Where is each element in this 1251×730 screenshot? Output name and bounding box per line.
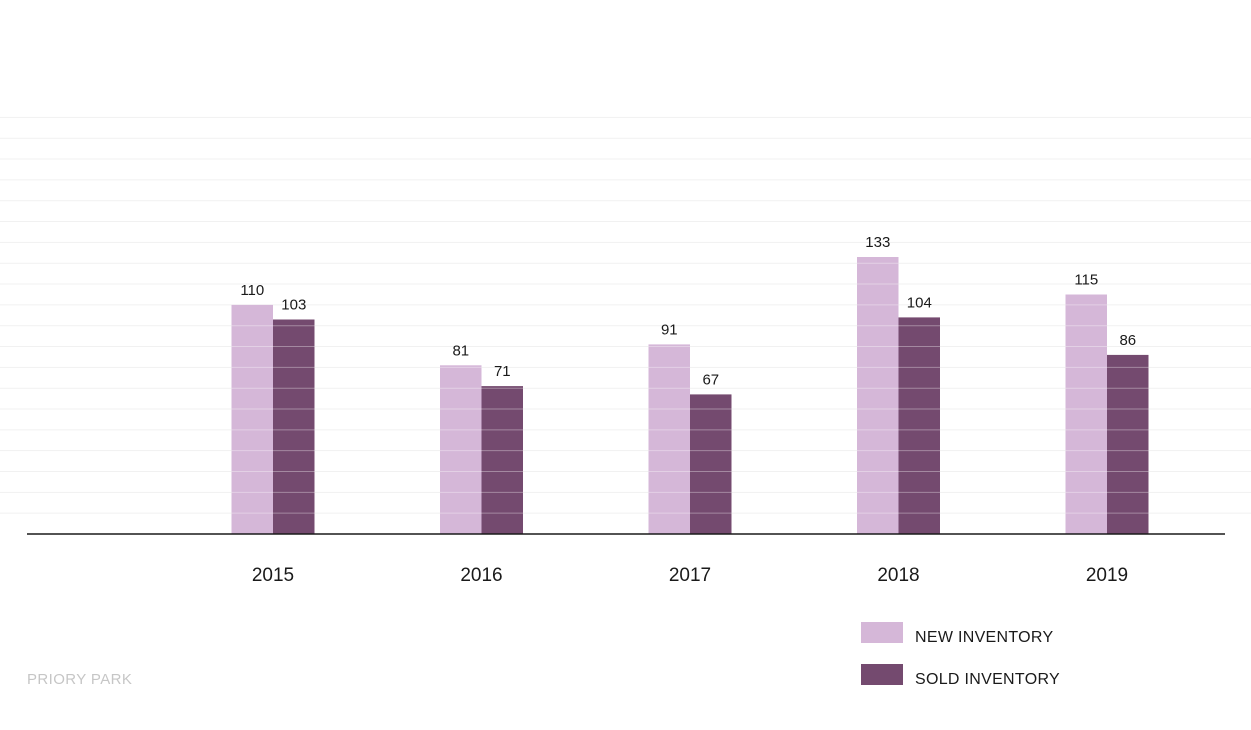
bar-sold-inventory-2018 [898,317,940,534]
bar-new-inventory-2018 [857,257,899,534]
x-tick-label-2016: 2016 [460,565,502,586]
bar-sold-inventory-2016 [481,386,523,534]
legend: NEW INVENTORY SOLD INVENTORY [861,622,1060,688]
data-label-new-inventory-2019: 115 [1074,272,1098,289]
x-tick-label-2019: 2019 [1086,565,1128,586]
bar-new-inventory-2016 [440,365,482,534]
legend-swatch-sold-inventory [861,664,903,685]
bars [231,257,1149,534]
data-label-new-inventory-2017: 91 [661,321,678,338]
legend-label-new-inventory: NEW INVENTORY [915,629,1053,646]
x-tick-label-2018: 2018 [877,565,919,586]
data-label-sold-inventory-2016: 71 [494,363,511,380]
footer-brand-label: PRIORY PARK [27,671,132,688]
bar-sold-inventory-2015 [273,319,315,534]
data-label-sold-inventory-2017: 67 [702,371,719,388]
data-label-sold-inventory-2018: 104 [907,294,932,311]
data-label-sold-inventory-2019: 86 [1119,332,1136,349]
data-label-new-inventory-2018: 133 [865,234,890,251]
bar-sold-inventory-2019 [1107,354,1149,534]
data-label-new-inventory-2015: 110 [240,282,264,299]
data-labels: 110 103 81 71 91 67 133 104 115 86 [240,234,1136,388]
bar-new-inventory-2015 [231,304,273,534]
bar-new-inventory-2019 [1065,294,1107,534]
legend-label-sold-inventory: SOLD INVENTORY [915,671,1060,688]
gridlines [0,116,1251,514]
data-label-sold-inventory-2015: 103 [281,297,306,314]
legend-swatch-new-inventory [861,622,903,643]
data-label-new-inventory-2016: 81 [452,342,469,359]
bar-sold-inventory-2017 [690,394,732,534]
x-axis-tick-labels: 2015 2016 2017 2018 2019 [252,565,1128,586]
x-tick-label-2015: 2015 [252,565,294,586]
x-tick-label-2017: 2017 [669,565,711,586]
bar-new-inventory-2017 [648,344,690,534]
